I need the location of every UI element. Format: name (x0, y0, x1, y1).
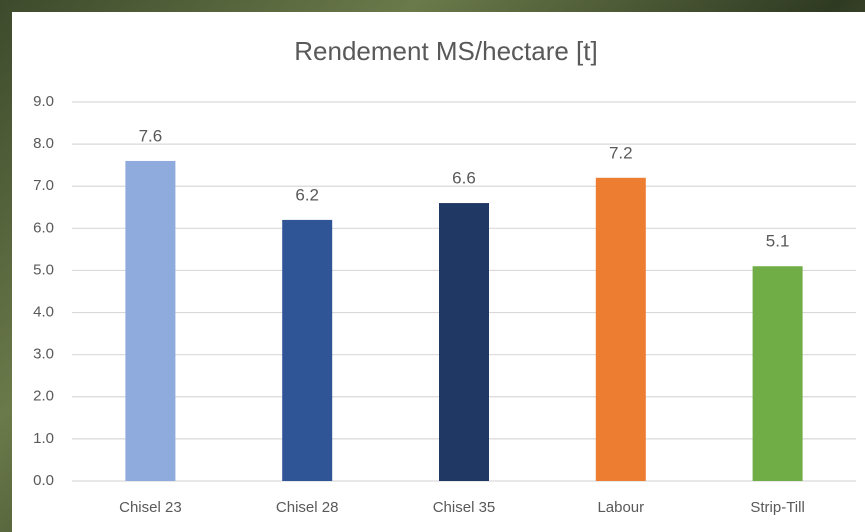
x-tick-label: Chisel 23 (119, 499, 182, 516)
value-label: 6.2 (295, 185, 319, 204)
bar (752, 266, 803, 481)
y-tick-label: 1.0 (33, 430, 54, 447)
bar (595, 177, 646, 482)
bar (439, 203, 489, 482)
value-label: 7.2 (609, 143, 633, 162)
bar (282, 219, 333, 481)
y-tick-label: 3.0 (33, 346, 54, 363)
y-tick-label: 2.0 (33, 388, 54, 405)
value-label: 5.1 (766, 232, 790, 251)
x-tick-label: Chisel 35 (433, 499, 496, 516)
x-tick-label: Strip-Till (750, 499, 804, 516)
value-label: 6.6 (452, 169, 476, 188)
y-tick-label: 7.0 (33, 177, 54, 194)
y-tick-label: 8.0 (33, 135, 54, 152)
y-tick-label: 9.0 (33, 93, 54, 110)
y-tick-label: 4.0 (33, 304, 54, 321)
value-label: 7.6 (139, 126, 163, 145)
x-tick-label: Chisel 28 (276, 499, 339, 516)
y-tick-label: 5.0 (33, 261, 54, 278)
y-tick-label: 0.0 (33, 472, 54, 489)
bar (125, 160, 176, 481)
y-tick-label: 6.0 (33, 219, 54, 236)
chart-title: Rendement MS/hectare [t] (294, 36, 597, 66)
x-tick-label: Labour (597, 499, 644, 516)
